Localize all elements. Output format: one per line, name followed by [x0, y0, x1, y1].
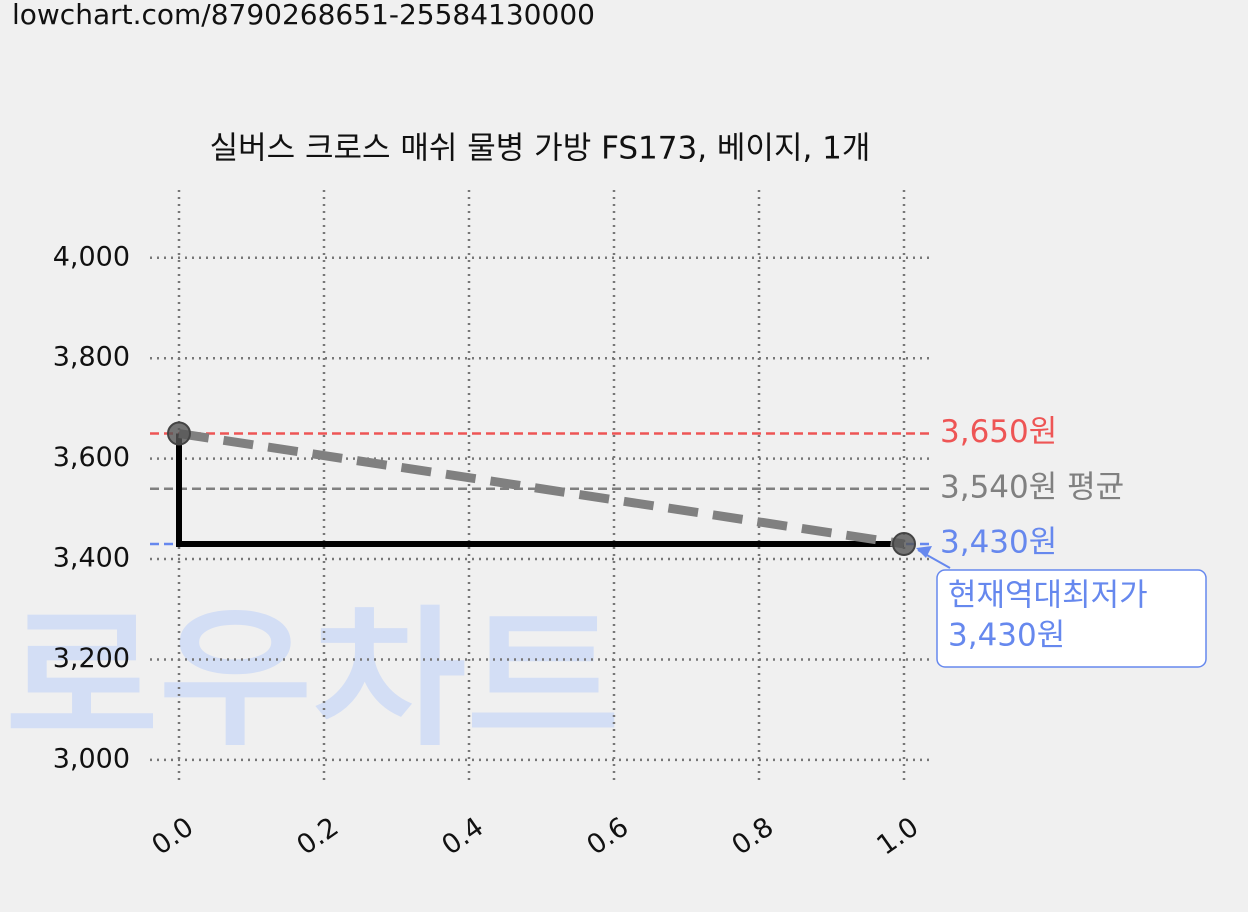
reference-label: 3,430원: [940, 524, 1057, 560]
y-tick-label: 3,400: [53, 543, 130, 574]
url: lowchart.com/8790268651-25584130000: [12, 0, 595, 31]
y-tick-label: 3,200: [53, 643, 130, 674]
step-line: [176, 433, 904, 547]
point: [892, 531, 916, 556]
reference-label: 3,650원: [940, 414, 1057, 450]
annotation-box: [936, 569, 1207, 668]
annotation-text: 3,430원: [948, 618, 1065, 654]
chart-title: 실버스 크로스 매쉬 물병 가방 FS173, 베이지, 1개: [210, 131, 871, 167]
y-tick-label: 3,000: [53, 743, 130, 774]
y-tick-label: 4,000: [53, 241, 130, 272]
reference-label: 3,540원 평균: [940, 469, 1124, 505]
y-tick-label: 3,600: [53, 442, 130, 473]
point: [167, 421, 191, 446]
watermark: 로우차트: [5, 593, 620, 767]
annotation-text: 현재역대최저가: [948, 578, 1148, 614]
y-tick-label: 3,800: [53, 342, 130, 373]
trend-line: [178, 429, 905, 549]
annotation-arrowhead: [916, 545, 932, 558]
